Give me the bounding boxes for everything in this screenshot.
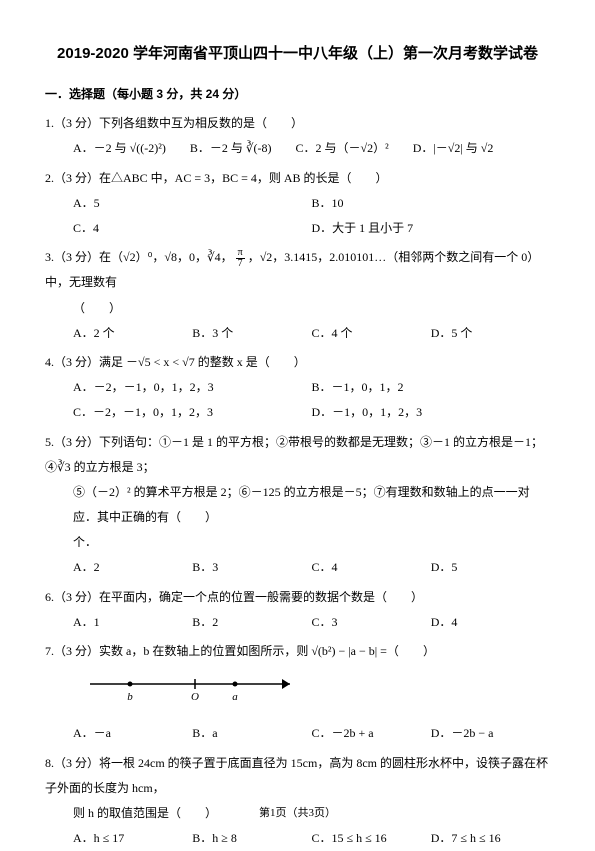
q8-options: A．h ≤ 17 B．h ≥ 8 C．15 ≤ h ≤ 16 D．7 ≤ h ≤… (45, 826, 550, 851)
question-3: 3.（3 分）在（√2）⁰，√8，0，∛4， π7 ，√2，3.1415，2.0… (45, 245, 550, 346)
q3-opt-D: D．5 个 (431, 321, 550, 346)
q7-opt-C: C．－2b + a (312, 721, 431, 746)
q3-opt-B: B．3 个 (192, 321, 311, 346)
q1-opt-D: D．|－√2| 与 √2 (413, 136, 494, 161)
number-line-diagram: b O a (85, 672, 305, 715)
q4-opt-A: A．－2，－1，0，1，2，3 (73, 375, 312, 400)
label-O: O (191, 691, 199, 703)
question-5: 5.（3 分）下列语句：①－1 是 1 的平方根；②带根号的数都是无理数；③－1… (45, 430, 550, 581)
q8-opt-A: A．h ≤ 17 (73, 826, 192, 851)
q8-opt-B: B．h ≥ 8 (192, 826, 311, 851)
question-4: 4.（3 分）满足 －√5 < x < √7 的整数 x 是（ ） A．－2，－… (45, 350, 550, 426)
q5-opt-A: A．2 (73, 555, 192, 580)
q3-options: A．2 个 B．3 个 C．4 个 D．5 个 (45, 321, 550, 346)
exam-page: 2019-2020 学年河南省平顶山四十一中八年级（上）第一次月考数学试卷 一．… (0, 0, 595, 842)
q1-opt-A: A．－2 与 √((-2)²) (73, 136, 166, 161)
question-6: 6.（3 分）在平面内，确定一个点的位置一般需要的数据个数是（ ） A．1 B．… (45, 585, 550, 635)
q1-opt-C: C．2 与（－√2）² (295, 136, 388, 161)
q6-options: A．1 B．2 C．3 D．4 (45, 610, 550, 635)
q1-opt-B: B．－2 与 ∛(-8) (190, 136, 272, 161)
q7-options: A．－a B．a C．－2b + a D．－2b − a (45, 721, 550, 746)
label-a: a (232, 691, 238, 703)
q2-opt-A: A．5 (73, 191, 312, 216)
q3-stem: 3.（3 分）在（√2）⁰，√8，0，∛4， π7 ，√2，3.1415，2.0… (45, 245, 550, 295)
q8-opt-C: C．15 ≤ h ≤ 16 (312, 826, 431, 851)
q7-opt-D: D．－2b − a (431, 721, 550, 746)
q3-opt-C: C．4 个 (312, 321, 431, 346)
question-2: 2.（3 分）在△ABC 中，AC = 3，BC = 4，则 AB 的长是（ ）… (45, 166, 550, 242)
q3-fraction-pi-7: π7 (236, 248, 245, 269)
q6-opt-D: D．4 (431, 610, 550, 635)
q2-stem: 2.（3 分）在△ABC 中，AC = 3，BC = 4，则 AB 的长是（ ） (45, 166, 550, 191)
q7-opt-A: A．－a (73, 721, 192, 746)
q4-opt-B: B．－1，0，1，2 (312, 375, 551, 400)
label-b: b (127, 691, 133, 703)
q5-opt-B: B．3 (192, 555, 311, 580)
q8-stem-l1: 8.（3 分）将一根 24cm 的筷子置于底面直径为 15cm，高为 8cm 的… (45, 751, 550, 801)
q1-options: A．－2 与 √((-2)²) B．－2 与 ∛(-8) C．2 与（－√2）²… (45, 136, 550, 161)
q8-opt-D: D．7 ≤ h ≤ 16 (431, 826, 550, 851)
section-1-header: 一．选择题（每小题 3 分，共 24 分） (45, 83, 550, 106)
q5-options: A．2 B．3 C．4 D．5 (45, 555, 550, 580)
q2-options: A．5 B．10 C．4 D．大于 1 且小于 7 (45, 191, 550, 241)
question-1: 1.（3 分）下列各组数中互为相反数的是（ ） A．－2 与 √((-2)²) … (45, 111, 550, 161)
q6-stem: 6.（3 分）在平面内，确定一个点的位置一般需要的数据个数是（ ） (45, 585, 550, 610)
q4-options: A．－2，－1，0，1，2，3 B．－1，0，1，2 C．－2，－1，0，1，2… (45, 375, 550, 425)
q3-opt-A: A．2 个 (73, 321, 192, 346)
page-footer: 第1页（共3页） (0, 803, 595, 824)
q6-opt-B: B．2 (192, 610, 311, 635)
q5-stem-l3: 个． (45, 530, 550, 555)
q5-opt-C: C．4 (312, 555, 431, 580)
q4-opt-D: D．－1，0，1，2，3 (312, 400, 551, 425)
q3-stem-tail: （ ） (45, 296, 550, 321)
q5-stem-l2: ⑤（－2）² 的算术平方根是 2；⑥－125 的立方根是－5；⑦有理数和数轴上的… (45, 480, 550, 530)
q2-opt-B: B．10 (312, 191, 551, 216)
q2-opt-D: D．大于 1 且小于 7 (312, 216, 551, 241)
q6-opt-A: A．1 (73, 610, 192, 635)
q5-stem-l1: 5.（3 分）下列语句：①－1 是 1 的平方根；②带根号的数都是无理数；③－1… (45, 430, 550, 480)
q2-opt-C: C．4 (73, 216, 312, 241)
question-7: 7.（3 分）实数 a，b 在数轴上的位置如图所示，则 √(b²) − |a −… (45, 639, 550, 747)
q5-opt-D: D．5 (431, 555, 550, 580)
q3-stem-pre: 3.（3 分）在（√2）⁰，√8，0，∛4， (45, 250, 233, 264)
exam-title: 2019-2020 学年河南省平顶山四十一中八年级（上）第一次月考数学试卷 (45, 40, 550, 69)
q4-stem: 4.（3 分）满足 －√5 < x < √7 的整数 x 是（ ） (45, 350, 550, 375)
q6-opt-C: C．3 (312, 610, 431, 635)
q1-stem: 1.（3 分）下列各组数中互为相反数的是（ ） (45, 111, 550, 136)
q7-opt-B: B．a (192, 721, 311, 746)
question-8: 8.（3 分）将一根 24cm 的筷子置于底面直径为 15cm，高为 8cm 的… (45, 751, 550, 851)
q7-stem: 7.（3 分）实数 a，b 在数轴上的位置如图所示，则 √(b²) − |a −… (45, 639, 550, 664)
q4-opt-C: C．－2，－1，0，1，2，3 (73, 400, 312, 425)
